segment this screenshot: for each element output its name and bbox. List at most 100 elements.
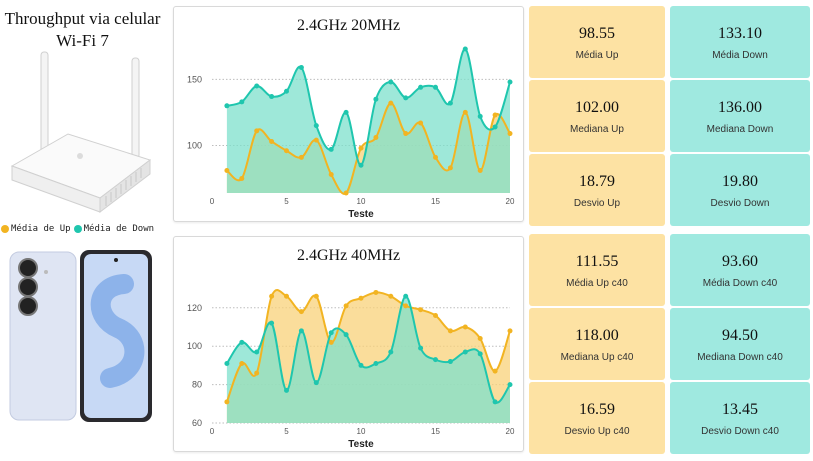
data-point-down (254, 349, 260, 355)
stat-label: Média Down (712, 49, 768, 61)
y-tick-label: 100 (187, 341, 202, 351)
data-point-down (447, 359, 453, 365)
router-image (8, 48, 158, 216)
data-point-down (447, 100, 453, 106)
chart-panel-20mhz: 2.4GHz 20MHz 100 150 0 5 10 15 20 Teste (173, 6, 524, 222)
stat-value: 118.00 (575, 326, 619, 344)
data-point-down (403, 293, 409, 299)
chart-40mhz: 60 80 100 120 0 5 10 15 20 Teste (187, 289, 515, 450)
data-point-up (477, 336, 483, 342)
stat-value: 18.79 (579, 172, 615, 190)
x-tick-label: 15 (431, 197, 440, 206)
data-point-down (492, 399, 498, 405)
data-point-down (358, 162, 364, 168)
stat-label: Média Up (575, 49, 619, 61)
page-title: Throughput via celular Wi-Fi 7 (4, 9, 161, 50)
stat-card-mediana-down-c40: 94.50 Mediana Down c40 (670, 308, 810, 380)
data-point-down (388, 349, 394, 355)
data-point-down (269, 320, 275, 326)
stat-label: Mediana Up (570, 123, 624, 135)
stat-card-mediana-down: 136.00 Mediana Down (670, 80, 810, 152)
data-point-down (269, 94, 275, 100)
phone-image (6, 248, 156, 428)
legend-up-marker (1, 225, 9, 233)
data-point-down (418, 84, 424, 90)
data-point-up (462, 109, 468, 115)
stat-label: Desvio Up (573, 197, 621, 209)
stat-card-desvio-up: 18.79 Desvio Up (529, 154, 665, 226)
chart-legend: Média de Up Média de Down (0, 222, 170, 236)
data-point-up (284, 293, 289, 299)
stat-card-mediana-up: 102.00 Mediana Up (529, 80, 665, 152)
x-tick-label: 15 (431, 427, 440, 436)
data-point-down (284, 88, 289, 94)
stat-value: 19.80 (722, 172, 758, 190)
data-point-down (433, 357, 438, 363)
y-tick-label: 80 (192, 380, 202, 390)
data-point-down (313, 380, 319, 386)
stat-card-mediana-up-c40: 118.00 Mediana Up c40 (529, 308, 665, 380)
data-point-up (269, 293, 275, 299)
data-point-up (224, 399, 230, 405)
data-point-up (447, 328, 453, 334)
data-point-down (343, 332, 349, 338)
stat-value: 102.00 (575, 98, 619, 116)
data-point-up (313, 137, 319, 143)
data-point-up (343, 303, 349, 309)
x-tick-label: 0 (210, 197, 215, 206)
data-point-up (492, 368, 498, 374)
stat-card-media-down: 133.10 Média Down (670, 6, 810, 78)
data-point-down (403, 95, 409, 101)
data-point-up (239, 360, 245, 366)
data-point-up (433, 154, 438, 160)
stat-value: 136.00 (718, 98, 762, 116)
stat-card-media-down-c40: 93.60 Média Down c40 (670, 234, 810, 306)
data-point-up (254, 370, 260, 376)
data-point-up (328, 172, 334, 178)
data-point-up (477, 168, 483, 174)
data-point-up (403, 131, 409, 137)
data-point-down (313, 123, 319, 129)
stat-card-media-up-c40: 111.55 Média Up c40 (529, 234, 665, 306)
data-point-down (373, 96, 379, 102)
chart-title-40mhz: 2.4GHz 40MHz (296, 247, 401, 264)
x-tick-label: 20 (506, 427, 515, 436)
series-area-down (226, 296, 510, 423)
data-point-down (462, 46, 468, 52)
chart-20mhz: 100 150 0 5 10 15 20 Teste (187, 46, 515, 220)
data-point-up (388, 293, 394, 299)
stat-label: Mediana Down (706, 123, 774, 135)
x-axis-label: Teste (348, 209, 374, 220)
y-tick-label: 120 (187, 303, 202, 313)
stat-label: Desvio Down (710, 197, 770, 209)
x-tick-label: 0 (210, 427, 215, 436)
data-point-down (343, 109, 349, 115)
stat-card-desvio-down-c40: 13.45 Desvio Down c40 (670, 382, 810, 454)
data-point-down (433, 84, 438, 90)
data-point-down (492, 124, 498, 130)
stat-value: 94.50 (722, 326, 758, 344)
data-point-up (284, 148, 289, 154)
data-point-down (418, 345, 424, 351)
data-point-up (462, 324, 468, 330)
chart-title-20mhz: 2.4GHz 20MHz (296, 17, 401, 34)
y-tick-label: 60 (192, 418, 202, 428)
data-point-down (477, 351, 483, 357)
stat-label: Desvio Up c40 (564, 425, 630, 437)
data-point-up (418, 120, 424, 126)
data-point-up (298, 154, 304, 160)
x-tick-label: 20 (506, 197, 515, 206)
data-point-up (492, 112, 498, 118)
legend-up-label: Média de Up (11, 224, 71, 234)
data-point-down (224, 360, 230, 366)
legend-down-label: Média de Down (83, 224, 155, 234)
y-tick-label: 150 (187, 74, 202, 84)
data-point-down (224, 103, 230, 109)
data-point-down (507, 382, 513, 388)
data-point-down (507, 79, 513, 85)
data-point-up (328, 339, 334, 345)
data-point-up (239, 175, 245, 181)
data-point-up (373, 135, 379, 141)
stat-label: Mediana Up c40 (560, 351, 634, 363)
data-point-up (358, 295, 364, 301)
